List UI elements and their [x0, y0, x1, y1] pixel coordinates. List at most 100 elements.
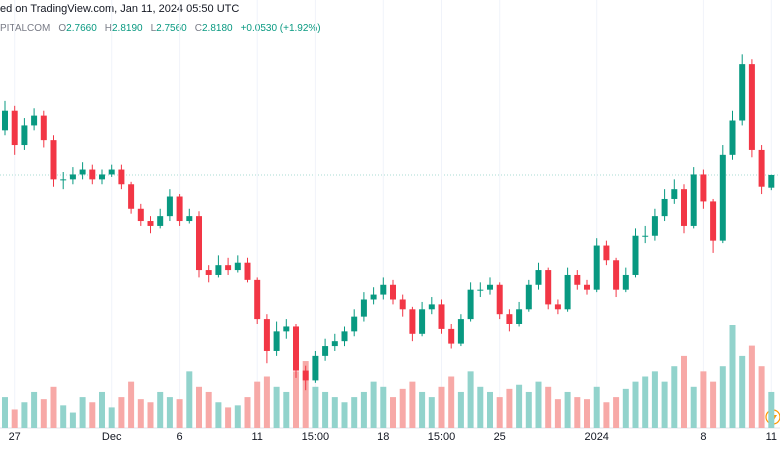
- candle-body: [273, 331, 280, 351]
- volume-bar: [166, 397, 173, 428]
- volume-bar: [700, 371, 707, 428]
- volume-bar: [506, 388, 513, 428]
- volume-bar: [99, 391, 105, 428]
- volume-bar: [79, 397, 86, 428]
- volume-bar: [593, 386, 600, 428]
- volume-bar: [263, 376, 270, 428]
- volume-bar: [283, 391, 290, 428]
- volume-bar: [302, 361, 309, 428]
- volume-bar: [419, 391, 426, 428]
- candle-body: [661, 198, 668, 217]
- volume-bar: [409, 381, 416, 428]
- volume-bar: [147, 402, 154, 428]
- volume-bar: [370, 381, 377, 428]
- candle-body: [351, 316, 358, 332]
- volume-bar: [31, 391, 38, 428]
- volume-bar: [128, 381, 135, 428]
- x-tick-label: 11: [766, 431, 777, 443]
- candle-body: [312, 355, 319, 381]
- volume-bar: [564, 391, 571, 428]
- volume-bar: [2, 397, 8, 428]
- volume-bar: [748, 345, 755, 428]
- volume-bar: [661, 381, 668, 428]
- volume-bar: [108, 407, 115, 428]
- volume-bar: [60, 405, 67, 428]
- candle-body: [11, 110, 18, 146]
- volume-bar: [428, 397, 435, 428]
- candle-body: [225, 265, 232, 271]
- candle-body: [390, 284, 396, 300]
- volume-bar: [21, 402, 28, 428]
- candle-body: [293, 326, 299, 371]
- volume-bar: [690, 386, 697, 428]
- volume-bar: [341, 402, 348, 428]
- candle-body: [341, 331, 348, 342]
- volume-bar: [457, 391, 464, 428]
- candle-body: [360, 299, 367, 317]
- candle-body: [69, 174, 76, 180]
- volume-bar: [157, 391, 164, 428]
- candle-body: [254, 279, 261, 320]
- volume-bar: [467, 371, 474, 428]
- volume-bar: [351, 397, 358, 428]
- volume-bar: [671, 366, 678, 428]
- candle-body: [467, 289, 474, 320]
- x-tick-label: 8: [700, 431, 706, 443]
- volume-bar: [234, 405, 241, 428]
- volume-bar: [118, 397, 125, 428]
- volume-bar: [681, 355, 687, 428]
- candle-body: [128, 184, 135, 209]
- volume-bar: [331, 397, 338, 428]
- candle-body: [496, 284, 503, 315]
- candle-body: [719, 154, 726, 241]
- volume-bar: [739, 355, 746, 428]
- candle-body: [50, 140, 57, 180]
- candle-body: [147, 221, 154, 226]
- candle-body: [302, 370, 309, 381]
- candle-body: [535, 270, 542, 285]
- volume-bar: [40, 399, 47, 428]
- candle-body: [748, 64, 755, 150]
- volume-bar: [69, 412, 76, 428]
- x-tick-label: 2024: [584, 431, 608, 443]
- candle-body: [622, 274, 629, 290]
- candle-body: [642, 235, 649, 237]
- candle-body: [322, 346, 329, 356]
- candle-body: [651, 216, 658, 236]
- x-tick-label: 25: [494, 431, 506, 443]
- candle-body: [215, 265, 222, 275]
- volume-bar: [535, 381, 542, 428]
- volume-bar: [380, 386, 387, 428]
- x-tick-label: 15:00: [302, 431, 330, 443]
- candle-body: [516, 309, 523, 324]
- candle-body: [487, 284, 493, 290]
- x-tick-label: 18: [377, 431, 389, 443]
- candle-body: [419, 309, 426, 334]
- candle-body: [681, 189, 687, 226]
- volume-bar: [273, 386, 280, 428]
- volume-bar: [186, 371, 193, 428]
- volume-bar: [632, 381, 639, 428]
- candle-body: [244, 262, 251, 280]
- volume-bar: [710, 381, 717, 428]
- volume-bar: [554, 399, 561, 428]
- ohlc-legend: PITALCOM O2.7660 H2.8190 L2.7560 C2.8180…: [0, 23, 321, 34]
- volume-bar: [89, 402, 96, 428]
- candle-body: [31, 115, 38, 126]
- candle-body: [205, 270, 212, 275]
- volume-bar: [651, 371, 658, 428]
- volume-bar: [525, 391, 532, 428]
- volume-bar: [225, 407, 232, 428]
- volume-bar: [176, 399, 183, 428]
- ohlc-value: 2.7560: [156, 23, 187, 34]
- candle-body: [79, 169, 86, 175]
- volume-bar: [50, 386, 57, 428]
- volume-bar: [768, 391, 775, 428]
- volume-bar: [448, 376, 455, 428]
- ohlc-value: 2.8190: [112, 23, 143, 34]
- volume-bar: [516, 384, 523, 428]
- candle-body: [768, 174, 775, 188]
- candle-body: [380, 284, 387, 295]
- volume-bar: [729, 325, 736, 428]
